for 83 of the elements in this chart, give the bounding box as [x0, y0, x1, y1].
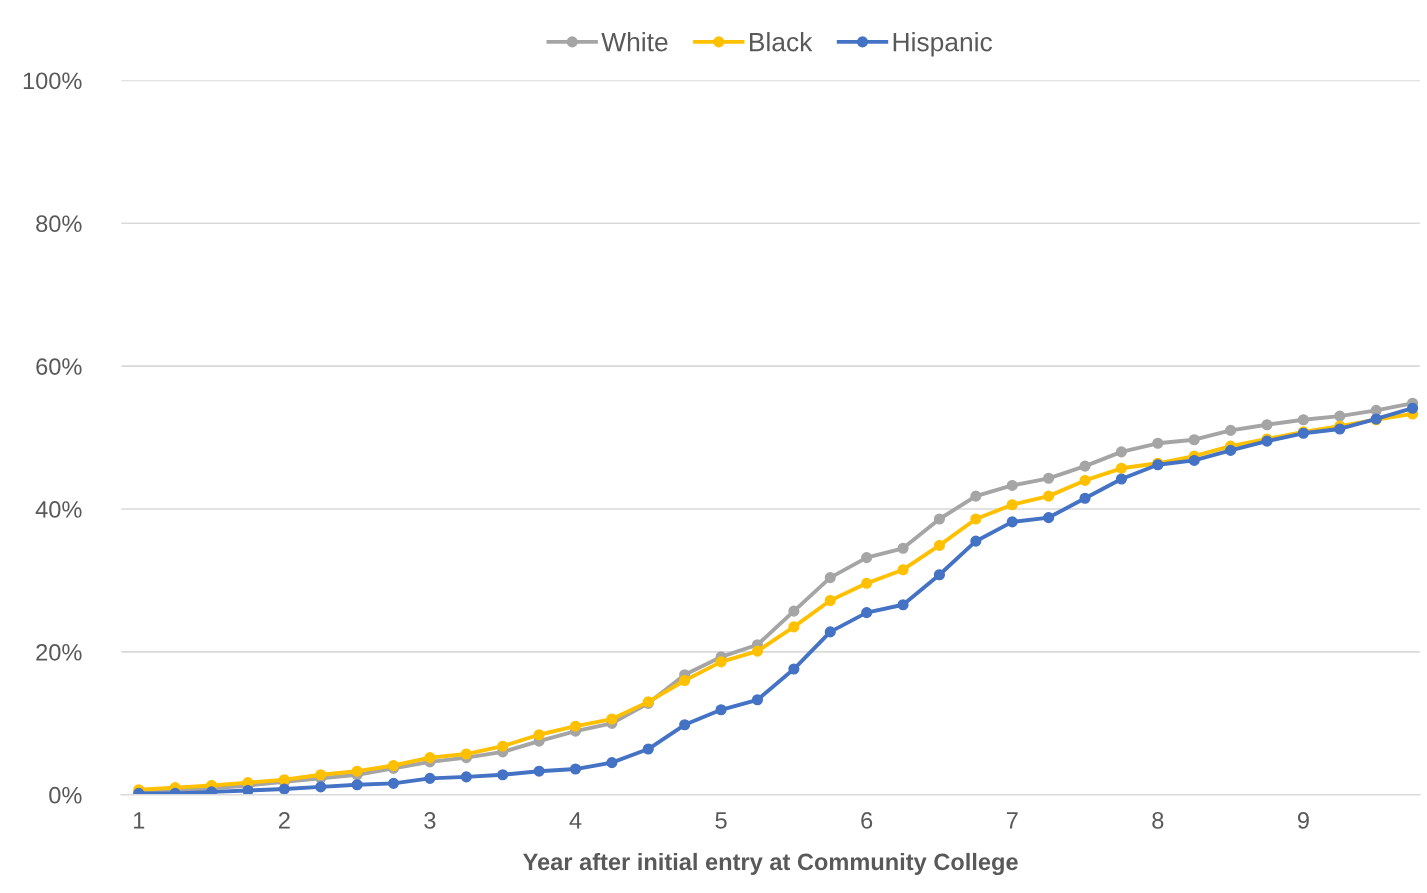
point [424, 752, 436, 764]
point [315, 781, 327, 793]
point [897, 599, 909, 611]
x-tick-label: 8 [1152, 812, 1164, 829]
point [1188, 454, 1200, 466]
point [351, 779, 363, 791]
point [1043, 472, 1055, 484]
point [788, 621, 800, 633]
point [1407, 402, 1419, 414]
point [460, 771, 472, 783]
point [278, 783, 290, 795]
y-tick-label: 80% [36, 215, 82, 233]
x-tick-label: 4 [569, 812, 582, 829]
point [970, 535, 982, 547]
point [751, 645, 764, 657]
point [1006, 516, 1018, 528]
point [861, 577, 873, 589]
point [242, 784, 254, 795]
x-tick-label: 3 [424, 812, 436, 829]
x-tick-label: 6 [861, 812, 873, 829]
x-tick-label: 7 [1006, 812, 1018, 829]
point [933, 513, 946, 525]
point [1297, 414, 1309, 426]
point [569, 763, 582, 775]
point [1006, 479, 1018, 491]
point [1079, 474, 1091, 486]
point [1043, 490, 1055, 502]
point [1115, 446, 1127, 458]
point [351, 765, 363, 777]
point [1115, 462, 1127, 474]
point [569, 720, 582, 732]
point [933, 539, 946, 552]
point [970, 513, 982, 525]
legend-label: Black [750, 32, 813, 52]
point [715, 656, 727, 668]
point [824, 626, 836, 638]
point [387, 777, 400, 789]
point [1225, 444, 1237, 456]
x-tick-label: 5 [715, 812, 727, 829]
point [497, 740, 509, 752]
point [970, 490, 982, 502]
point [606, 757, 618, 769]
point [460, 748, 472, 760]
point [1334, 410, 1346, 422]
point [1079, 492, 1091, 504]
point [533, 765, 545, 777]
point [824, 572, 836, 584]
point [715, 704, 727, 716]
legend-label: White [601, 32, 668, 52]
y-tick-label: 0% [49, 786, 82, 804]
y-tick-label: 60% [36, 358, 82, 375]
point [1043, 512, 1055, 524]
y-tick-label: 20% [36, 643, 82, 661]
x-axis-title: Year after initial entry at Community College [523, 852, 1018, 875]
x-tick-label: 1 [134, 812, 145, 829]
point [497, 769, 509, 781]
x-tick-label: 9 [1297, 812, 1309, 829]
point [606, 713, 618, 725]
point [824, 594, 836, 607]
point [1188, 434, 1200, 446]
point [1152, 437, 1164, 449]
point [897, 542, 909, 554]
point [751, 694, 764, 706]
point [533, 729, 545, 741]
y-tick-label: 100% [23, 72, 82, 90]
y-tick-label: 40% [35, 501, 82, 518]
point [1006, 499, 1018, 511]
point [933, 569, 946, 581]
point [788, 605, 800, 617]
point [897, 564, 909, 576]
point [788, 663, 800, 675]
point [861, 607, 873, 619]
point [679, 719, 691, 731]
point [424, 772, 436, 784]
point [1225, 424, 1237, 436]
point [1261, 419, 1273, 431]
x-tick-label: 2 [278, 812, 290, 829]
point [1079, 460, 1091, 472]
point [1115, 473, 1127, 485]
point [642, 743, 654, 755]
point [861, 552, 873, 564]
point [679, 674, 691, 687]
legend-label: Hispanic [893, 32, 993, 57]
